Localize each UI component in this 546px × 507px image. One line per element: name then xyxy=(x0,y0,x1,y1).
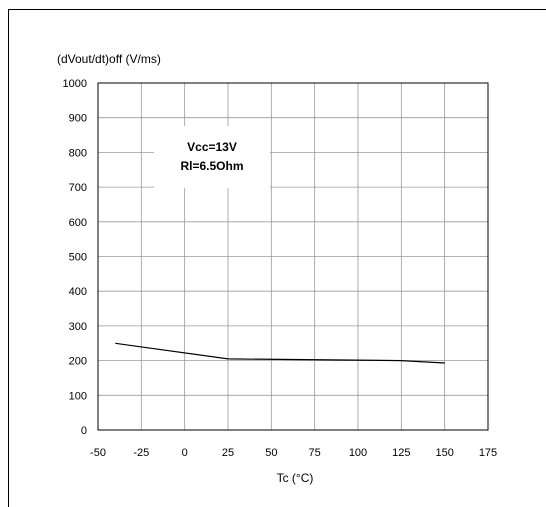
x-tick-label: 150 xyxy=(435,447,453,459)
plot-area xyxy=(97,82,489,431)
y-tick-label: 1000 xyxy=(63,78,87,90)
y-tick-label: 100 xyxy=(69,390,87,402)
y-tick-label: 800 xyxy=(69,147,87,159)
series-line xyxy=(115,342,445,364)
x-tick-label: 50 xyxy=(265,447,277,459)
x-tick-label: 175 xyxy=(479,447,497,459)
annotation-line: Vcc=13V xyxy=(187,140,237,154)
y-tick-label: 300 xyxy=(69,321,87,333)
annotation-line: Rl=6.5Ohm xyxy=(180,159,243,173)
y-axis-label: (dVout/dt)off (V/ms) xyxy=(57,52,161,66)
y-tick-label: 900 xyxy=(69,113,87,125)
frame-top-border xyxy=(8,9,546,10)
y-tick-label: 700 xyxy=(69,182,87,194)
x-axis-label: Tc (°C) xyxy=(277,471,314,485)
annotation-rect xyxy=(154,126,270,188)
y-tick-label: 600 xyxy=(69,217,87,229)
grid xyxy=(98,83,488,430)
x-tick-label: 0 xyxy=(182,447,188,459)
x-tick-label: -50 xyxy=(90,447,106,459)
y-tick-label: 200 xyxy=(69,356,87,368)
annotation-box: Vcc=13V Rl=6.5Ohm xyxy=(154,126,270,188)
x-tick-label: -25 xyxy=(133,447,149,459)
x-tick-labels: -50 -25 0 25 50 75 100 125 150 175 xyxy=(90,447,497,459)
x-tick-label: 125 xyxy=(392,447,410,459)
y-tick-label: 400 xyxy=(69,286,87,298)
y-tick-label: 500 xyxy=(69,252,87,264)
x-tick-label: 25 xyxy=(222,447,234,459)
y-tick-labels: 0 100 200 300 400 500 600 700 800 900 1000 xyxy=(63,78,87,437)
frame-left-border xyxy=(8,9,9,507)
y-tick-label: 0 xyxy=(81,425,87,437)
x-tick-label: 100 xyxy=(349,447,367,459)
x-tick-label: 75 xyxy=(309,447,321,459)
